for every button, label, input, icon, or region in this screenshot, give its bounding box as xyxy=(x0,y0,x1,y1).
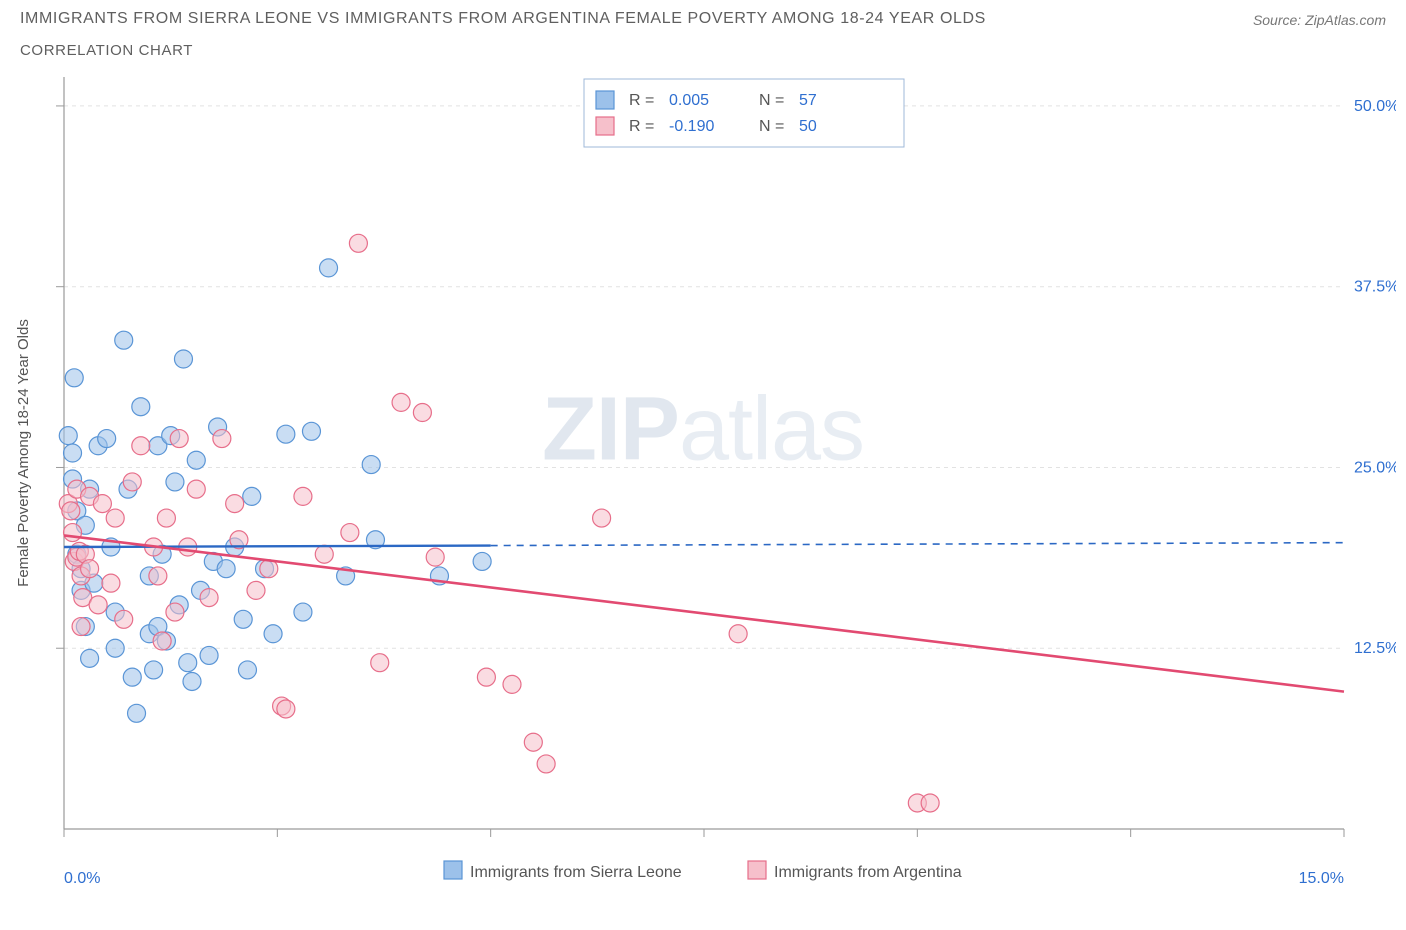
source-attribution: Source: ZipAtlas.com xyxy=(1253,12,1386,28)
data-point xyxy=(294,487,312,505)
legend-swatch xyxy=(596,91,614,109)
y-tick-label: 12.5% xyxy=(1354,640,1396,657)
data-point xyxy=(145,661,163,679)
trend-line xyxy=(64,546,491,547)
data-point xyxy=(72,618,90,636)
data-point xyxy=(115,610,133,628)
x-min-label: 0.0% xyxy=(64,870,100,887)
data-point xyxy=(81,560,99,578)
data-point xyxy=(200,589,218,607)
legend-swatch xyxy=(444,861,462,879)
data-point xyxy=(371,654,389,672)
y-tick-label: 50.0% xyxy=(1354,98,1396,115)
data-point xyxy=(98,430,116,448)
data-point xyxy=(123,473,141,491)
data-point xyxy=(277,700,295,718)
data-point xyxy=(238,661,256,679)
data-point xyxy=(593,509,611,527)
data-point xyxy=(473,552,491,570)
data-point xyxy=(153,632,171,650)
data-point xyxy=(537,755,555,773)
legend-swatch xyxy=(596,117,614,135)
y-axis-title: Female Poverty Among 18-24 Year Olds xyxy=(15,319,32,587)
data-point xyxy=(477,668,495,686)
trend-line-extrapolated xyxy=(491,543,1344,546)
data-point xyxy=(277,425,295,443)
data-point xyxy=(247,581,265,599)
legend-r-label: R = xyxy=(629,92,654,109)
data-point xyxy=(64,524,82,542)
data-point xyxy=(123,668,141,686)
scatter-chart: 12.5% 25.0% 37.5% 50.0% 0.0% 15.0% Female Pove… xyxy=(10,69,1396,889)
data-point xyxy=(179,654,197,672)
data-point xyxy=(149,567,167,585)
data-point xyxy=(81,649,99,667)
x-max-label: 15.0% xyxy=(1299,870,1344,887)
chart-subtitle: CORRELATION CHART xyxy=(10,34,1396,69)
data-point xyxy=(174,350,192,368)
data-point xyxy=(187,480,205,498)
data-point xyxy=(392,393,410,411)
legend-series-label: Immigrants from Argentina xyxy=(774,864,962,881)
stats-legend-box xyxy=(584,79,904,147)
data-point xyxy=(170,430,188,448)
data-point xyxy=(320,259,338,277)
legend-r-value: -0.190 xyxy=(669,118,714,135)
data-point xyxy=(166,473,184,491)
data-point xyxy=(341,524,359,542)
data-point xyxy=(89,596,107,614)
data-point xyxy=(65,369,83,387)
data-point xyxy=(106,639,124,657)
data-point xyxy=(226,495,244,513)
legend-r-value: 0.005 xyxy=(669,92,709,109)
data-point xyxy=(166,603,184,621)
data-point xyxy=(349,234,367,252)
data-point xyxy=(128,704,146,722)
data-point xyxy=(294,603,312,621)
chart-title: IMMIGRANTS FROM SIERRA LEONE VS IMMIGRAN… xyxy=(20,10,986,28)
data-point xyxy=(234,610,252,628)
data-point xyxy=(106,509,124,527)
data-point xyxy=(187,451,205,469)
data-point xyxy=(183,672,201,690)
legend-n-label: N = xyxy=(759,118,784,135)
data-point xyxy=(64,444,82,462)
data-point xyxy=(217,560,235,578)
data-point xyxy=(524,733,542,751)
data-point xyxy=(503,675,521,693)
legend-r-label: R = xyxy=(629,118,654,135)
data-point xyxy=(157,509,175,527)
data-point xyxy=(115,331,133,349)
data-point xyxy=(729,625,747,643)
data-point xyxy=(426,548,444,566)
legend-swatch xyxy=(748,861,766,879)
data-point xyxy=(102,574,120,592)
data-point xyxy=(315,545,333,563)
y-tick-label: 25.0% xyxy=(1354,459,1396,476)
y-tick-label: 37.5% xyxy=(1354,279,1396,296)
legend-n-value: 57 xyxy=(799,92,817,109)
data-point xyxy=(302,422,320,440)
data-point xyxy=(200,646,218,664)
data-point xyxy=(921,794,939,812)
legend-n-label: N = xyxy=(759,92,784,109)
data-point xyxy=(93,495,111,513)
data-point xyxy=(132,398,150,416)
data-point xyxy=(132,437,150,455)
data-point xyxy=(59,427,77,445)
data-point xyxy=(362,456,380,474)
data-point xyxy=(243,487,261,505)
data-point xyxy=(62,502,80,520)
data-point xyxy=(264,625,282,643)
data-point xyxy=(213,430,231,448)
legend-n-value: 50 xyxy=(799,118,817,135)
legend-series-label: Immigrants from Sierra Leone xyxy=(470,864,682,881)
chart-container: ZIPatlas 12.5%25.0%37.5%50.0%0.0%15.0%Fe… xyxy=(10,69,1396,889)
data-point xyxy=(413,404,431,422)
